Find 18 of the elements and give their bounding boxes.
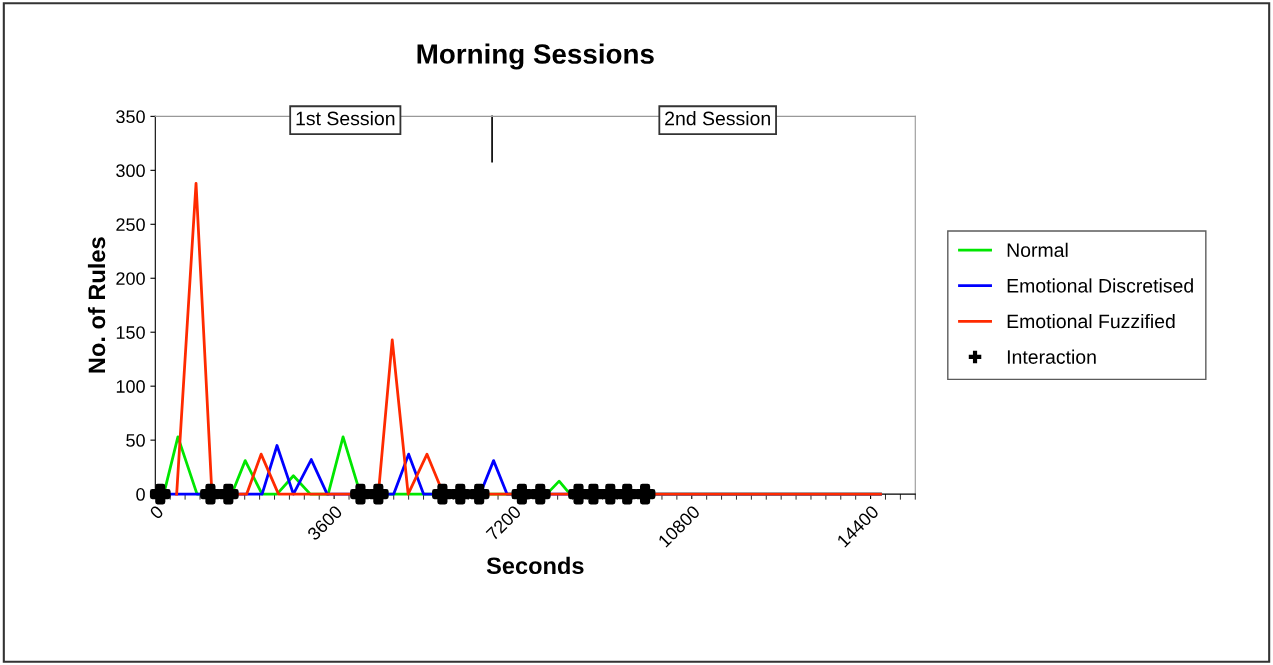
y-tick-label: 50 xyxy=(126,434,145,447)
y-tick-label: 250 xyxy=(116,218,145,232)
legend-label: Normal xyxy=(1007,242,1068,258)
y-tick-label: 100 xyxy=(116,380,145,393)
x-axis-title: Seconds xyxy=(486,556,584,575)
annotation: 2nd Session xyxy=(665,111,770,126)
y-tick-label: 300 xyxy=(116,164,145,178)
x-tick-label: 0 xyxy=(149,504,165,520)
annotation: 1st Session xyxy=(296,111,395,126)
y-tick-label: 350 xyxy=(116,110,145,124)
chart-title: Morning Sessions xyxy=(417,43,654,70)
y-tick-label: 0 xyxy=(136,488,145,501)
y-tick-label: 200 xyxy=(116,272,145,285)
y-tick-label: 150 xyxy=(116,326,145,339)
legend-label: Interaction xyxy=(1007,349,1096,364)
legend-label: Emotional Fuzzified xyxy=(1007,313,1175,329)
legend-label: Emotional Discretised xyxy=(1007,278,1193,293)
y-axis-title: No. of Rules xyxy=(87,237,106,373)
